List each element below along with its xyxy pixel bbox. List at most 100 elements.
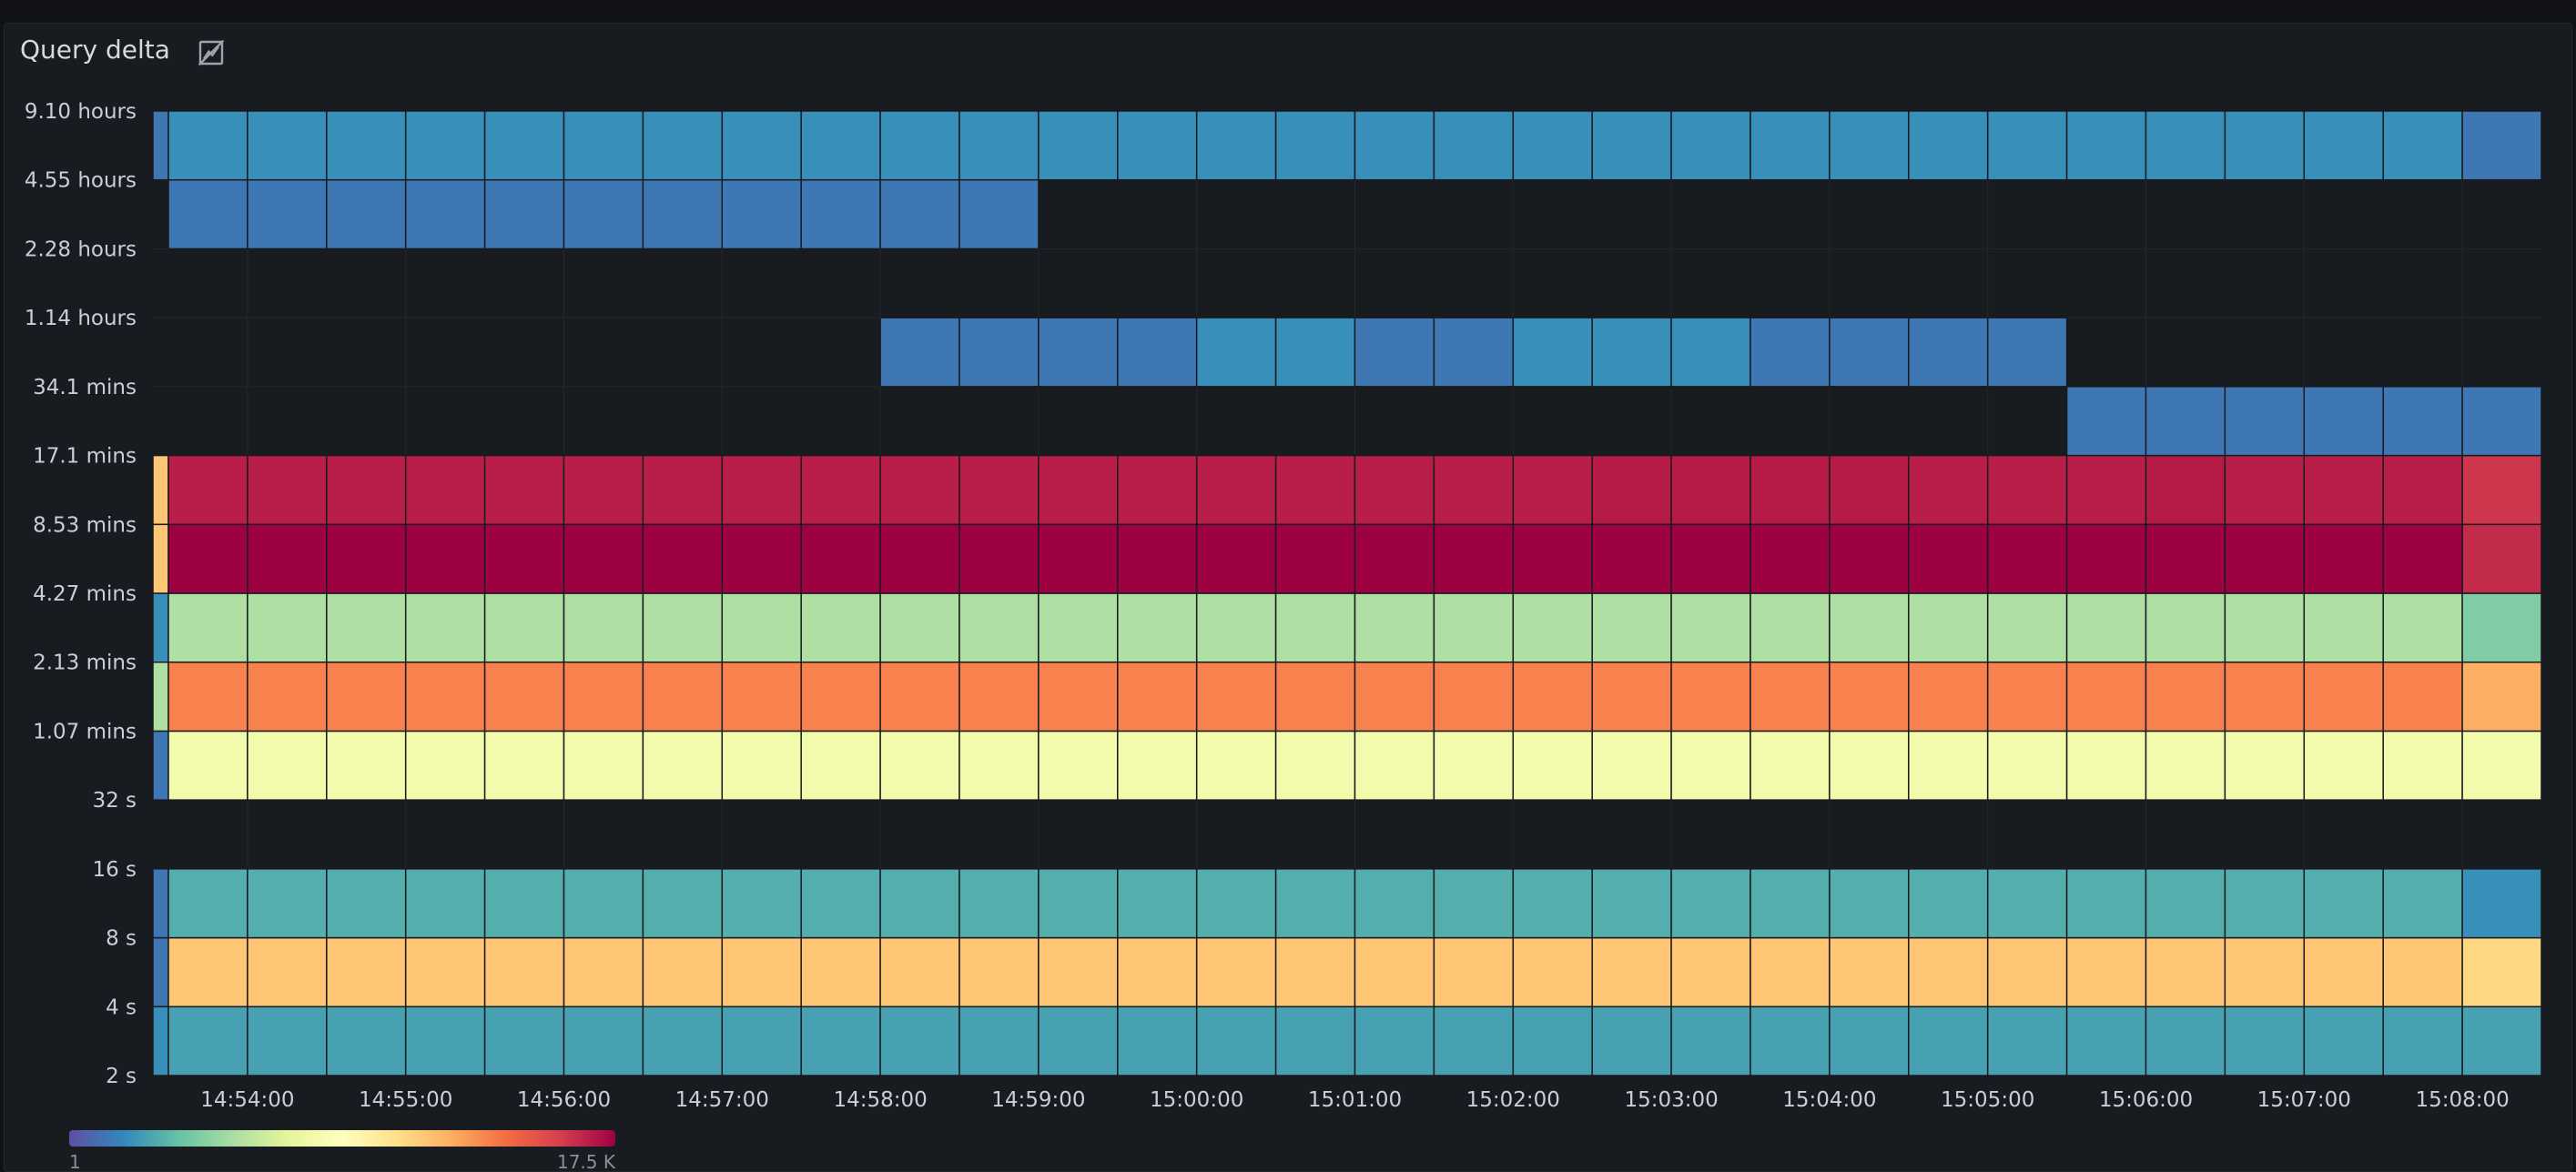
heatmap-cell[interactable] [2145,936,2226,1008]
heatmap-cell[interactable] [2065,110,2147,181]
heatmap-cell[interactable] [326,454,407,526]
heatmap-cell[interactable] [1038,868,1119,939]
heatmap-cell[interactable] [404,730,486,801]
heatmap-cell[interactable] [483,661,565,732]
heatmap-cell[interactable] [2065,730,2147,801]
heatmap-cell[interactable] [958,1005,1040,1076]
heatmap-cell[interactable] [958,730,1040,801]
heatmap-cell[interactable] [1195,523,1277,594]
heatmap-cell[interactable] [1117,454,1198,526]
heatmap-cell[interactable] [2303,523,2384,594]
heatmap-cell[interactable] [1512,868,1593,939]
heatmap-cell[interactable] [1591,868,1672,939]
heatmap-cell[interactable] [800,868,881,939]
heatmap-cell[interactable] [1749,454,1831,526]
heatmap-cell[interactable] [879,592,960,663]
heatmap-cell[interactable] [1433,454,1515,526]
heatmap-cell[interactable] [1038,523,1119,594]
heatmap-cell[interactable] [247,454,328,526]
heatmap-cell[interactable] [958,868,1040,939]
heatmap-cell[interactable] [2461,523,2542,594]
heatmap-cell[interactable] [483,110,565,181]
heatmap-cell[interactable] [2065,868,2147,939]
heatmap-cell[interactable] [1829,317,1910,388]
heatmap-cell[interactable] [1195,730,1277,801]
heatmap-cell[interactable] [1038,110,1119,181]
heatmap-cell[interactable] [800,1005,881,1076]
heatmap-cell[interactable] [1117,661,1198,732]
heatmap-cell[interactable] [563,936,644,1008]
heatmap-cell[interactable] [642,592,724,663]
heatmap-cell[interactable] [2224,110,2306,181]
heatmap-cell[interactable] [721,523,802,594]
heatmap-cell[interactable] [721,936,802,1008]
heatmap-cell[interactable] [404,661,486,732]
heatmap-cell[interactable] [167,454,248,526]
heatmap-cell[interactable] [2303,592,2384,663]
heatmap-cell[interactable] [404,592,486,663]
heatmap-cell[interactable] [1433,730,1515,801]
heatmap-cell[interactable] [1829,1005,1910,1076]
heatmap-cell[interactable] [2065,523,2147,594]
heatmap-cell[interactable] [2461,730,2542,801]
heatmap-cell[interactable] [2303,386,2384,457]
heatmap-cell[interactable] [1354,868,1435,939]
heatmap-cell[interactable] [326,1005,407,1076]
heatmap-cell[interactable] [1591,936,1672,1008]
heatmap-cell[interactable] [404,936,486,1008]
heatmap-cell[interactable] [167,523,248,594]
heatmap-cell[interactable] [326,110,407,181]
heatmap-cell[interactable] [879,661,960,732]
heatmap-cell[interactable] [1038,661,1119,732]
heatmap-cell[interactable] [1433,661,1515,732]
heatmap-cell[interactable] [2382,110,2463,181]
heatmap-cell[interactable] [1749,317,1831,388]
heatmap-cell[interactable] [1354,1005,1435,1076]
heatmap-cell[interactable] [1512,661,1593,732]
heatmap-cell[interactable] [642,110,724,181]
heatmap-cell[interactable] [2461,868,2542,939]
heatmap-cell[interactable] [152,868,169,939]
heatmap-cell[interactable] [1274,110,1356,181]
heatmap-cell[interactable] [2065,454,2147,526]
heatmap-cell[interactable] [1986,1005,2068,1076]
heatmap-cell[interactable] [1670,868,1751,939]
heatmap-cell[interactable] [1749,661,1831,732]
heatmap-cell[interactable] [1433,592,1515,663]
heatmap-cell[interactable] [2065,386,2147,457]
heatmap-cell[interactable] [1117,936,1198,1008]
heatmap-cell[interactable] [404,178,486,250]
heatmap-cell[interactable] [879,178,960,250]
heatmap-cell[interactable] [1670,523,1751,594]
heatmap-cell[interactable] [1433,523,1515,594]
heatmap-cell[interactable] [2145,386,2226,457]
heatmap-cell[interactable] [1117,110,1198,181]
heatmap-cell[interactable] [1908,317,1989,388]
heatmap-cell[interactable] [1117,868,1198,939]
heatmap-cell[interactable] [152,110,169,181]
heatmap-cell[interactable] [1670,936,1751,1008]
heatmap-cell[interactable] [326,178,407,250]
heatmap-cell[interactable] [1117,523,1198,594]
heatmap-cell[interactable] [1354,936,1435,1008]
chart-off-icon[interactable] [197,38,226,67]
heatmap-cell[interactable] [958,110,1040,181]
heatmap-cell[interactable] [1117,730,1198,801]
heatmap-cell[interactable] [247,178,328,250]
heatmap-cell[interactable] [1274,317,1356,388]
heatmap-cell[interactable] [958,661,1040,732]
heatmap-cell[interactable] [563,523,644,594]
heatmap-cell[interactable] [1117,592,1198,663]
heatmap-cell[interactable] [642,523,724,594]
heatmap-cell[interactable] [1986,868,2068,939]
heatmap-cell[interactable] [404,1005,486,1076]
heatmap-cell[interactable] [563,730,644,801]
heatmap-cell[interactable] [1829,936,1910,1008]
heatmap-cell[interactable] [1274,523,1356,594]
heatmap-cell[interactable] [1274,592,1356,663]
heatmap-cell[interactable] [642,454,724,526]
heatmap-cell[interactable] [1512,454,1593,526]
heatmap-cell[interactable] [2461,936,2542,1008]
heatmap-cell[interactable] [167,661,248,732]
heatmap-cell[interactable] [1829,523,1910,594]
